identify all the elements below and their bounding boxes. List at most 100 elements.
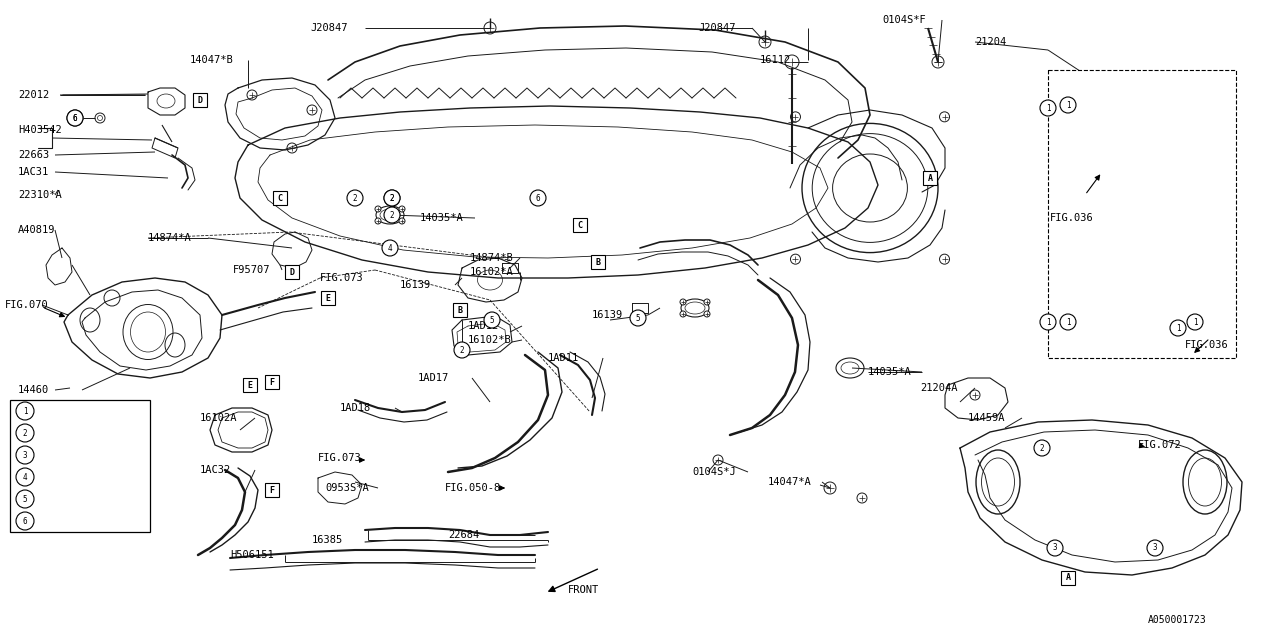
Text: 6: 6 [536, 193, 540, 202]
Circle shape [530, 190, 547, 206]
Text: 22663: 22663 [18, 150, 49, 160]
Bar [193, 93, 207, 107]
Text: 1: 1 [23, 406, 27, 415]
Circle shape [1170, 320, 1187, 336]
Text: 16139: 16139 [593, 310, 623, 320]
Text: 0104S*H: 0104S*H [46, 428, 90, 438]
Circle shape [484, 22, 497, 34]
Text: 14047*A: 14047*A [768, 477, 812, 487]
Text: 2: 2 [23, 429, 27, 438]
Text: A40819: A40819 [18, 225, 55, 235]
Circle shape [713, 455, 723, 465]
Circle shape [375, 206, 381, 212]
Circle shape [17, 446, 35, 464]
Text: E: E [325, 294, 330, 303]
Text: 1: 1 [1046, 317, 1051, 326]
Circle shape [17, 402, 35, 420]
Circle shape [858, 493, 867, 503]
Circle shape [1187, 314, 1203, 330]
Text: 16112: 16112 [760, 55, 791, 65]
Circle shape [381, 240, 398, 256]
Text: 2: 2 [389, 211, 394, 220]
Text: 5: 5 [490, 316, 494, 324]
Text: 14460: 14460 [18, 385, 49, 395]
Text: FIG.050-8: FIG.050-8 [445, 483, 502, 493]
Text: 3: 3 [23, 451, 27, 460]
Text: 0923S*A: 0923S*A [46, 406, 90, 416]
Bar [1061, 571, 1075, 585]
Circle shape [399, 218, 404, 224]
Circle shape [759, 36, 771, 48]
Text: 0238S: 0238S [46, 516, 77, 526]
Circle shape [824, 482, 836, 494]
Text: 21204: 21204 [975, 37, 1006, 47]
Text: H506151: H506151 [230, 550, 274, 560]
Text: D: D [289, 268, 294, 276]
Text: 6: 6 [73, 113, 77, 122]
Text: A: A [928, 173, 933, 182]
Text: F: F [270, 378, 274, 387]
Circle shape [1147, 540, 1164, 556]
Text: FIG.070: FIG.070 [5, 300, 49, 310]
Text: FIG.072: FIG.072 [1138, 440, 1181, 450]
Circle shape [680, 299, 686, 305]
Circle shape [1034, 440, 1050, 456]
Circle shape [940, 254, 950, 264]
Text: 16385: 16385 [312, 535, 343, 545]
Text: B: B [457, 305, 462, 314]
Bar [273, 191, 287, 205]
Text: 1: 1 [1176, 323, 1180, 333]
Text: 1AD17: 1AD17 [419, 373, 449, 383]
Text: 14035*A: 14035*A [868, 367, 911, 377]
Text: 2: 2 [1039, 444, 1044, 452]
Text: 1AD11: 1AD11 [548, 353, 580, 363]
Text: 1: 1 [1066, 317, 1070, 326]
Text: A050001723: A050001723 [1148, 615, 1207, 625]
Text: J20847: J20847 [698, 23, 736, 33]
Text: 16139: 16139 [401, 280, 431, 290]
Text: 14459A: 14459A [968, 413, 1006, 423]
Circle shape [247, 90, 257, 100]
Text: M00004: M00004 [46, 472, 83, 482]
Circle shape [630, 310, 646, 326]
Circle shape [940, 112, 950, 122]
Text: C: C [577, 221, 582, 230]
Text: 1AC31: 1AC31 [18, 167, 49, 177]
Text: 1: 1 [1066, 100, 1070, 109]
Text: FIG.036: FIG.036 [1050, 213, 1093, 223]
Circle shape [17, 512, 35, 530]
Bar [321, 291, 335, 305]
Text: C: C [278, 193, 283, 202]
Text: 22012: 22012 [18, 90, 49, 100]
Text: 6: 6 [73, 113, 77, 122]
Bar [10, 400, 150, 532]
Text: 6: 6 [23, 516, 27, 525]
Text: 0104S*A: 0104S*A [46, 494, 90, 504]
Text: 3: 3 [1153, 543, 1157, 552]
Circle shape [399, 206, 404, 212]
Circle shape [785, 55, 799, 69]
Circle shape [384, 190, 401, 206]
Circle shape [1060, 97, 1076, 113]
Text: 21204A: 21204A [920, 383, 957, 393]
Text: 2: 2 [460, 346, 465, 355]
Text: 1AC32: 1AC32 [200, 465, 232, 475]
Text: FIG.073: FIG.073 [320, 273, 364, 283]
Circle shape [384, 207, 401, 223]
Text: 1: 1 [1046, 104, 1051, 113]
Bar [453, 303, 467, 317]
Text: 2: 2 [389, 193, 394, 202]
Circle shape [67, 110, 83, 126]
Text: 5: 5 [636, 314, 640, 323]
Circle shape [484, 312, 500, 328]
Circle shape [791, 254, 800, 264]
Text: 2: 2 [353, 193, 357, 202]
Circle shape [680, 311, 686, 317]
Text: F98402: F98402 [46, 450, 83, 460]
Circle shape [791, 112, 800, 122]
Circle shape [1039, 100, 1056, 116]
Text: 16102A: 16102A [200, 413, 238, 423]
Text: 0953S*A: 0953S*A [325, 483, 369, 493]
Bar [265, 483, 279, 497]
Text: 14874*A: 14874*A [148, 233, 192, 243]
